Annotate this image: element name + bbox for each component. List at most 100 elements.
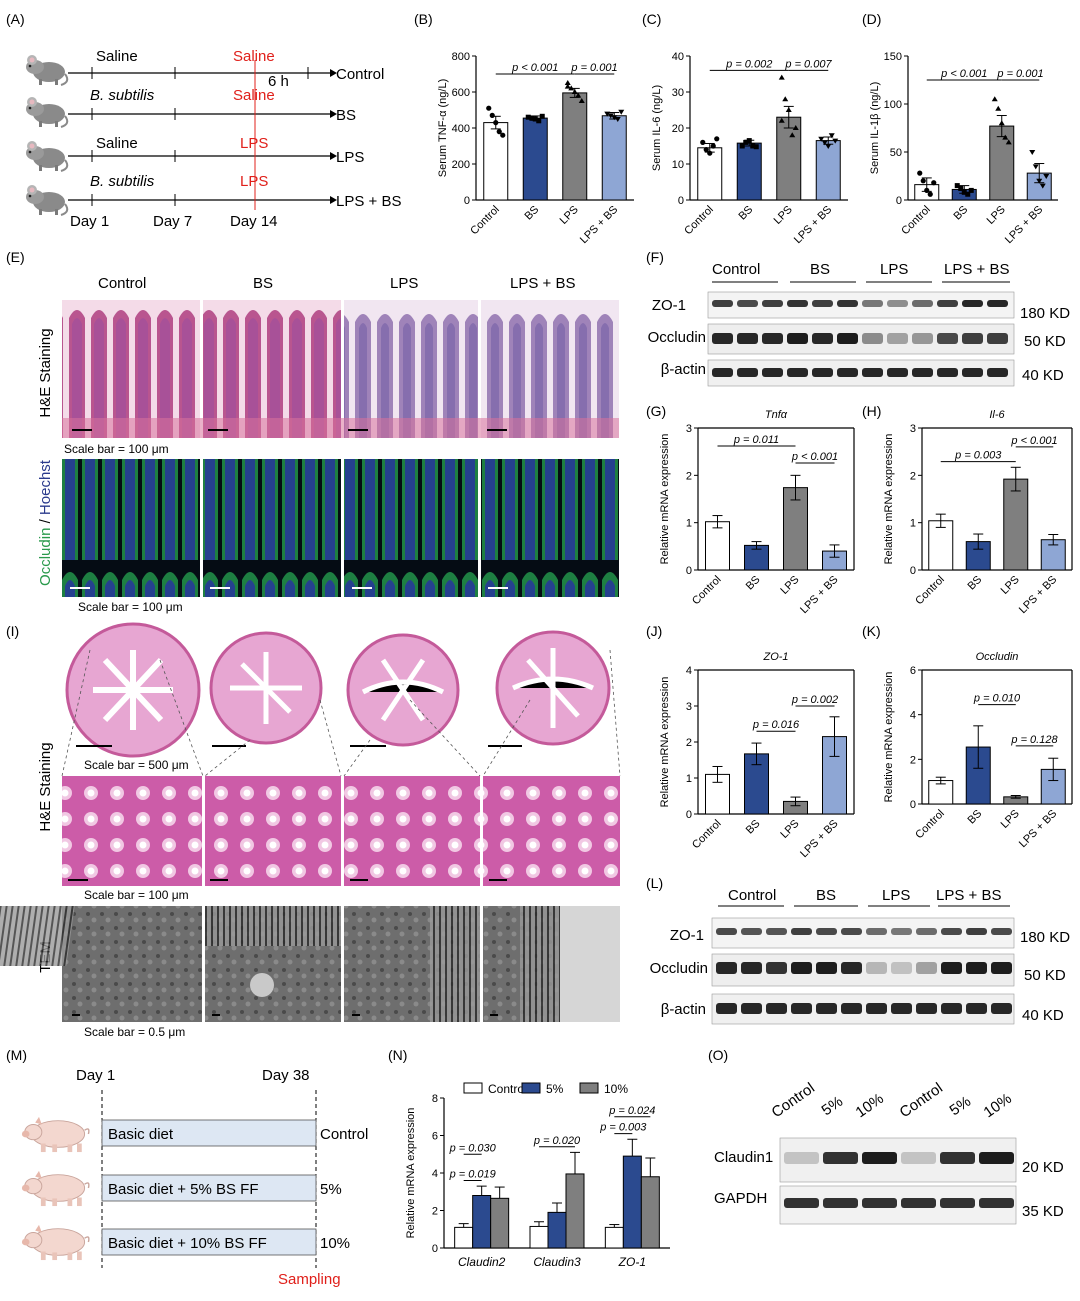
day-label: Day 7 [153,213,192,230]
x-tick-label: Control [913,574,947,608]
p-value-label: p = 0.011 [733,434,779,446]
six-hour-label: 6 h [268,73,289,90]
row-label-he: H&E Staining [37,328,54,417]
timeline-row-control: Saline Saline 6 h Control [24,48,384,90]
blot-band [741,1003,762,1014]
blot-row-label: GAPDH [714,1190,767,1207]
bar [472,1195,492,1249]
panel-i-histology: H&E Staining TEM Scale bar = 500 μm Sc [0,622,621,1039]
lane-label: Control [897,1080,946,1122]
y-tick-label: 100 [884,99,902,111]
panel-letter-g: (G) [646,403,666,419]
diet-label: Basic diet + 5% BS FF [108,1181,258,1198]
pig-icon [21,1224,90,1261]
data-point [571,89,578,94]
blot-row-label: ZO-1 [652,297,686,314]
blot-band [991,962,1012,974]
blot-band [962,333,983,344]
bar [705,521,730,571]
group-label: 5% [320,1181,342,1198]
blot-band [762,368,783,377]
x-tick-label: LPS + BS [1003,204,1045,246]
he-image-control [62,300,200,438]
blot-row-label: Occludin [648,329,706,346]
blot-row-label: Claudin1 [714,1149,773,1166]
data-point [532,116,538,122]
data-point [958,185,964,191]
blot-band [966,1003,987,1014]
blot-band [823,1152,858,1164]
x-tick-label: BS [952,204,971,223]
he-zoom-control [62,776,202,886]
y-tick-label: 0 [432,1243,438,1255]
row-label-fluorescence: Occludin / Hoechst [37,459,54,586]
blot-band [841,928,862,935]
blot-band [812,300,833,307]
bar-chart-k: 0 2 4 6 Relative mRNA expression Occludin Cont… [883,651,1073,850]
panel-e-histology: Control BS LPS LPS + BS H&E Staining Sca… [37,275,619,614]
blot-band [862,1152,897,1164]
bar [565,1173,585,1249]
bar [736,142,762,201]
blot-band [979,1198,1014,1208]
fluorescence-image-bs [203,459,341,597]
bar-chart-g: 0 1 2 3 Relative mRNA expression Tnfα Control B… [659,409,855,616]
blot-row-label: ZO-1 [670,927,704,944]
blot-bands [712,300,1008,377]
blot-band [987,333,1008,344]
data-point [493,120,499,126]
group-label: BS [336,107,356,124]
data-point [486,105,492,111]
blot-band [766,1003,787,1014]
panel-letter-e: (E) [6,249,25,265]
molecular-weight-label: 180 KD [1020,929,1070,946]
blot-bands [784,1152,1014,1208]
y-tick-label: 600 [452,87,470,99]
y-tick-label: 1 [686,518,692,530]
blot-row-label: Occludin [650,960,708,977]
x-tick-label: LPS + BS [578,204,620,246]
data-point [568,85,575,91]
legend-label: Control [488,1082,527,1096]
timeline-row-lps: Saline LPS LPS [24,135,364,172]
data-point [917,170,923,176]
data-point [965,191,971,197]
treatment-label: B. subtilis [90,87,155,104]
column-header: LPS + BS [510,275,575,292]
he-image-lps-bs [481,300,619,438]
diet-label: Basic diet + 10% BS FF [108,1235,267,1252]
group-label: Control [320,1126,368,1143]
bar [454,1226,474,1249]
blot-band [712,368,733,377]
timeline-row-bs: B. subtilis Saline BS [24,87,356,128]
blot-band [716,962,737,974]
blot-band [887,333,908,344]
he-zoom-lps-bs [483,776,620,886]
blot-band [941,1003,962,1014]
panel-f-western-blot: Control BS LPS LPS + BS ZO-1 Occludin β-… [648,261,1070,387]
data-point [710,143,716,149]
molecular-weight-label: 50 KD [1024,333,1066,350]
data-point [785,107,792,112]
blot-band [937,300,958,307]
x-tick-label: Control [682,204,716,238]
data-point [539,113,545,119]
blot-band [962,368,983,377]
mouse-icon [24,139,69,172]
challenge-label: Saline [233,87,275,104]
bar [490,1197,510,1249]
data-point [778,117,785,123]
group-label: Control [336,66,384,83]
data-point [1039,183,1046,189]
bar [622,1155,642,1249]
y-tick-label: 200 [452,159,470,171]
panel-letter-n: (N) [388,1047,407,1063]
panel-letter-j: (J) [646,623,662,639]
x-tick-label: LPS + BS [798,818,840,860]
scale-bar-label: Scale bar = 500 μm [84,758,189,772]
x-tick-label: Control [913,808,947,842]
p-value-label: p < 0.001 [511,62,558,74]
x-tick-label: BS [966,574,985,593]
molecular-weight-label: 40 KD [1022,367,1064,384]
panel-letter-h: (H) [862,403,881,419]
